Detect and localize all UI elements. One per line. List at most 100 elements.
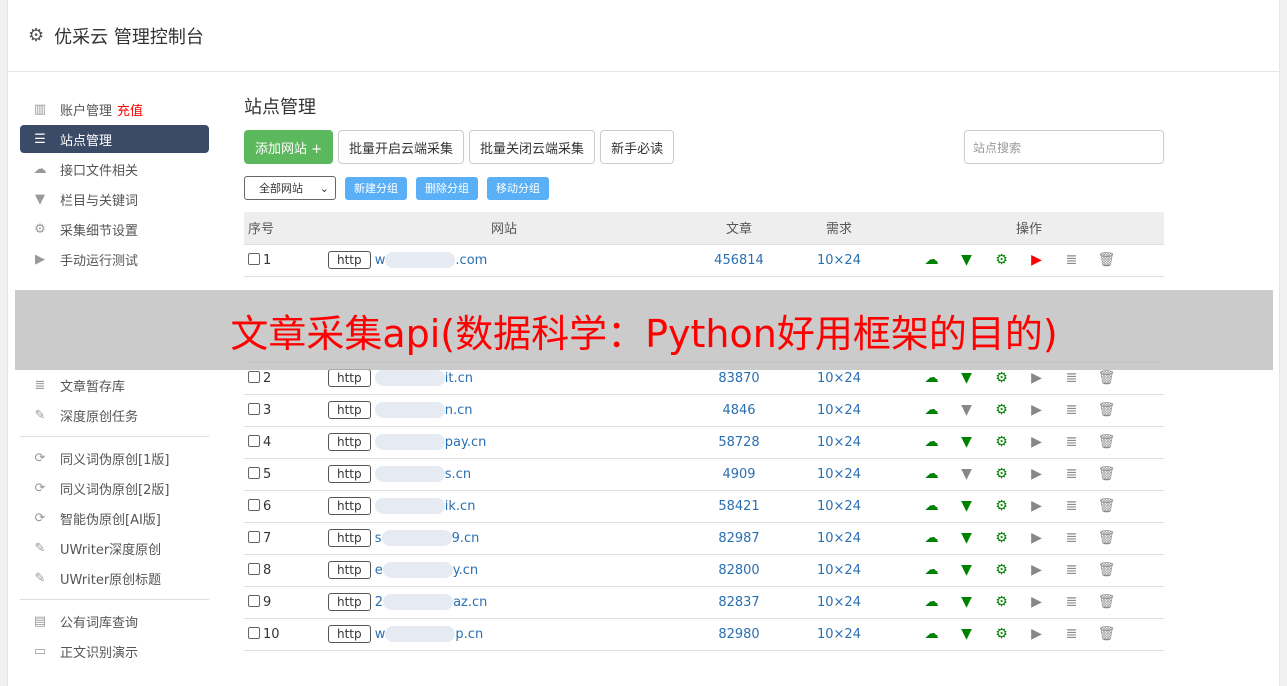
trash-icon[interactable]: 🗑 [1097, 562, 1116, 578]
play-icon[interactable]: ▶ [1031, 594, 1042, 610]
site-url[interactable]: n.cn [374, 402, 473, 418]
site-url[interactable]: s.cn [374, 466, 471, 482]
need[interactable]: 10×24 [784, 554, 894, 587]
play-icon[interactable]: ▶ [1031, 434, 1042, 450]
need[interactable]: 10×24 [784, 586, 894, 619]
cloud-upload-icon[interactable]: ☁ [924, 562, 939, 578]
need[interactable]: 10×24 [784, 618, 894, 651]
row-checkbox[interactable] [248, 562, 260, 575]
play-icon[interactable]: ▶ [1031, 466, 1042, 482]
sidebar-item[interactable]: ✎ UWriter深度原创 [20, 533, 209, 563]
row-checkbox[interactable] [248, 252, 260, 265]
gears-icon[interactable]: ⚙ [995, 594, 1008, 610]
play-icon[interactable]: ▶ [1031, 370, 1042, 386]
add-site-button[interactable]: 添加网站 + [244, 130, 334, 164]
play-icon[interactable]: ▶ [1031, 402, 1042, 418]
guide-button[interactable]: 新手必读 [600, 130, 675, 164]
site-url[interactable]: ik.cn [374, 498, 475, 514]
play-icon[interactable]: ▶ [1031, 626, 1042, 642]
sidebar-item[interactable]: ☰ 站点管理 [20, 125, 209, 153]
sidebar-item[interactable]: ▼ 栏目与关键词 [20, 184, 209, 214]
sidebar-item[interactable]: ⚙ 采集细节设置 [20, 214, 209, 244]
database-icon[interactable]: ≣ [1065, 498, 1078, 514]
database-icon[interactable]: ≣ [1065, 402, 1078, 418]
database-icon[interactable]: ≣ [1065, 370, 1078, 386]
need[interactable]: 10×24 [784, 244, 894, 277]
play-icon[interactable]: ▶ [1031, 562, 1042, 578]
trash-icon[interactable]: 🗑 [1097, 626, 1116, 642]
filter-icon[interactable]: ▼ [961, 434, 972, 450]
database-icon[interactable]: ≣ [1065, 434, 1078, 450]
move-group-button[interactable]: 移动分组 [487, 176, 549, 200]
need[interactable]: 10×24 [784, 522, 894, 555]
sidebar-item[interactable]: ☁ 接口文件相关 [20, 154, 209, 184]
filter-icon[interactable]: ▼ [961, 530, 972, 546]
delete-group-button[interactable]: 删除分组 [416, 176, 478, 200]
site-url[interactable]: e y.cn [375, 562, 478, 578]
sidebar-item[interactable]: ▤ 公有词库查询 [20, 606, 209, 636]
sidebar-item[interactable]: ⟳ 同义词伪原创[2版] [20, 473, 209, 503]
row-checkbox[interactable] [248, 402, 260, 415]
cloud-upload-icon[interactable]: ☁ [924, 466, 939, 482]
need[interactable]: 10×24 [784, 426, 894, 459]
trash-icon[interactable]: 🗑 [1097, 434, 1116, 450]
row-checkbox[interactable] [248, 434, 260, 447]
cloud-upload-icon[interactable]: ☁ [924, 498, 939, 514]
row-checkbox[interactable] [248, 466, 260, 479]
row-checkbox[interactable] [248, 370, 260, 383]
filter-icon[interactable]: ▼ [961, 466, 972, 482]
recharge-link[interactable]: 充值 [117, 103, 144, 119]
site-url[interactable]: it.cn [374, 370, 473, 386]
database-icon[interactable]: ≣ [1065, 626, 1078, 642]
cloud-upload-icon[interactable]: ☁ [924, 626, 939, 642]
database-icon[interactable]: ≣ [1065, 562, 1078, 578]
filter-icon[interactable]: ▼ [961, 594, 972, 610]
filter-icon[interactable]: ▼ [961, 498, 972, 514]
cloud-upload-icon[interactable]: ☁ [924, 402, 939, 418]
sidebar-item[interactable]: ▥ 账户管理 充值 [20, 94, 209, 124]
site-search-input[interactable]: 站点搜索 [964, 130, 1164, 164]
gears-icon[interactable]: ⚙ [995, 370, 1008, 386]
database-icon[interactable]: ≣ [1065, 252, 1078, 268]
row-checkbox[interactable] [248, 594, 260, 607]
site-url[interactable]: s 9.cn [375, 530, 479, 546]
need[interactable]: 10×24 [784, 394, 894, 427]
filter-icon[interactable]: ▼ [961, 402, 972, 418]
filter-icon[interactable]: ▼ [961, 626, 972, 642]
cloud-upload-icon[interactable]: ☁ [924, 530, 939, 546]
filter-icon[interactable]: ▼ [961, 370, 972, 386]
gears-icon[interactable]: ⚙ [995, 466, 1008, 482]
trash-icon[interactable]: 🗑 [1097, 402, 1116, 418]
sidebar-item[interactable]: ⟳ 智能伪原创[AI版] [20, 503, 209, 533]
trash-icon[interactable]: 🗑 [1097, 530, 1116, 546]
filter-icon[interactable]: ▼ [961, 252, 972, 268]
need[interactable]: 10×24 [784, 490, 894, 523]
cloud-upload-icon[interactable]: ☁ [924, 252, 939, 268]
filter-icon[interactable]: ▼ [961, 562, 972, 578]
cloud-upload-icon[interactable]: ☁ [924, 594, 939, 610]
cloud-upload-icon[interactable]: ☁ [924, 370, 939, 386]
row-checkbox[interactable] [248, 626, 260, 639]
gears-icon[interactable]: ⚙ [995, 562, 1008, 578]
gears-icon[interactable]: ⚙ [995, 252, 1008, 268]
row-checkbox[interactable] [248, 498, 260, 511]
need[interactable]: 10×24 [784, 458, 894, 491]
trash-icon[interactable]: 🗑 [1097, 466, 1116, 482]
batch-disable-button[interactable]: 批量关闭云端采集 [469, 130, 596, 164]
group-select[interactable]: 全部网站 ⌄ [244, 176, 336, 200]
play-icon[interactable]: ▶ [1031, 252, 1042, 268]
gears-icon[interactable]: ⚙ [995, 402, 1008, 418]
trash-icon[interactable]: 🗑 [1097, 370, 1116, 386]
sidebar-item[interactable]: ▭ 正文识别演示 [20, 636, 209, 666]
row-checkbox[interactable] [248, 530, 260, 543]
cloud-upload-icon[interactable]: ☁ [924, 434, 939, 450]
site-url[interactable]: pay.cn [374, 434, 486, 450]
play-icon[interactable]: ▶ [1031, 530, 1042, 546]
gears-icon[interactable]: ⚙ [995, 498, 1008, 514]
new-group-button[interactable]: 新建分组 [345, 176, 407, 200]
sidebar-item[interactable]: ⟳ 同义词伪原创[1版] [20, 443, 209, 473]
sidebar-item[interactable]: ▶ 手动运行测试 [20, 244, 209, 274]
batch-enable-button[interactable]: 批量开启云端采集 [338, 130, 465, 164]
sidebar-item[interactable]: ≣ 文章暂存库 [20, 370, 209, 400]
site-url[interactable]: 2 az.cn [375, 594, 487, 610]
